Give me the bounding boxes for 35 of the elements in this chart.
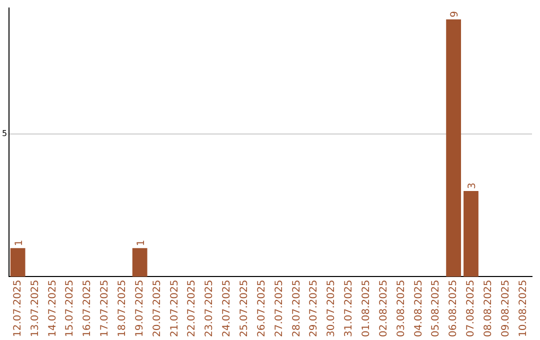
x-tick-label: 27.07.2025 [274, 280, 285, 338]
x-tick-label: 14.07.2025 [47, 280, 58, 338]
x-tick-label: 16.07.2025 [82, 280, 94, 338]
x-tick-label: 28.07.2025 [291, 280, 302, 338]
x-tick-label: 17.07.2025 [100, 280, 111, 338]
x-tick-label: 03.08.2025 [396, 280, 407, 338]
data-label: 1 [136, 240, 147, 246]
data-label: 3 [466, 182, 478, 189]
x-tick-label: 05.08.2025 [430, 280, 442, 338]
x-tick-label: 09.08.2025 [500, 280, 512, 338]
x-tick-label: 18.07.2025 [116, 280, 128, 338]
x-tick-label: 19.07.2025 [134, 280, 146, 338]
x-tick-label: 08.08.2025 [483, 280, 494, 338]
x-tick-label: 20.07.2025 [152, 280, 163, 338]
x-tick-label: 22.07.2025 [186, 280, 198, 338]
x-tick-label: 13.07.2025 [30, 280, 41, 338]
x-tick-label: 25.07.2025 [238, 280, 250, 338]
x-tick-label: 02.08.2025 [378, 280, 390, 338]
x-tick-label: 26.07.2025 [256, 280, 268, 338]
x-tick-label: 15.07.2025 [64, 280, 76, 338]
x-tick-label: 04.08.2025 [413, 280, 424, 338]
x-tick-label: 23.07.2025 [204, 280, 216, 338]
x-tick-label: 10.08.2025 [518, 280, 529, 338]
x-tick-label: 01.08.2025 [361, 280, 372, 338]
x-tick-label: 24.07.2025 [222, 280, 233, 338]
x-tick-label: 06.08.2025 [448, 280, 460, 338]
x-tick-label: 12.07.2025 [12, 280, 24, 338]
x-tick-label: 31.07.2025 [344, 280, 355, 338]
data-label: 1 [14, 240, 25, 246]
x-tick-label: 29.07.2025 [308, 280, 320, 338]
x-tick-label: 21.07.2025 [169, 280, 180, 338]
y-tick-label: 5 [2, 128, 8, 138]
x-tick-label: 07.08.2025 [466, 280, 477, 338]
x-tick-label: 30.07.2025 [326, 280, 338, 338]
data-label: 9 [450, 11, 461, 18]
